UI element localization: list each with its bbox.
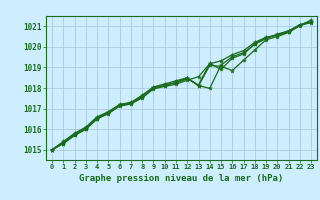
X-axis label: Graphe pression niveau de la mer (hPa): Graphe pression niveau de la mer (hPa) (79, 174, 284, 183)
